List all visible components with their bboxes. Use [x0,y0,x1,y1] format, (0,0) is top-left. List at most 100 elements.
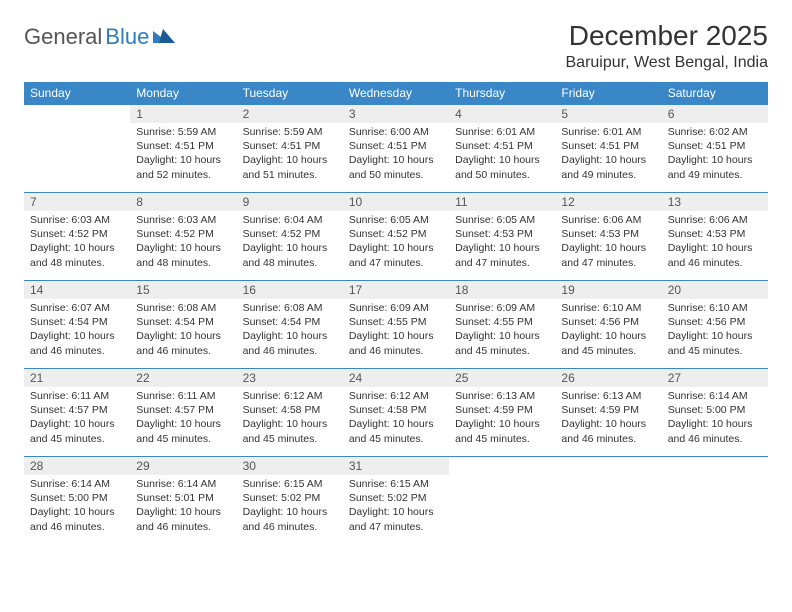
logo: General Blue [24,24,175,50]
calendar-cell: 23Sunrise: 6:12 AMSunset: 4:58 PMDayligh… [237,368,343,456]
calendar-cell: 18Sunrise: 6:09 AMSunset: 4:55 PMDayligh… [449,280,555,368]
sunset-text: Sunset: 4:53 PM [561,227,655,241]
day-number [555,456,661,475]
sunset-text: Sunset: 4:52 PM [349,227,443,241]
sunrise-text: Sunrise: 6:08 AM [243,301,337,315]
sunset-text: Sunset: 4:57 PM [136,403,230,417]
sunrise-text: Sunrise: 6:10 AM [561,301,655,315]
calendar-cell: 21Sunrise: 6:11 AMSunset: 4:57 PMDayligh… [24,368,130,456]
daylight-text: Daylight: 10 hours and 45 minutes. [243,417,337,445]
daylight-text: Daylight: 10 hours and 46 minutes. [561,417,655,445]
daylight-text: Daylight: 10 hours and 47 minutes. [349,241,443,269]
sunset-text: Sunset: 4:56 PM [668,315,762,329]
day-details [662,475,768,481]
calendar-cell: 15Sunrise: 6:08 AMSunset: 4:54 PMDayligh… [130,280,236,368]
calendar-cell: 14Sunrise: 6:07 AMSunset: 4:54 PMDayligh… [24,280,130,368]
calendar-week-row: 21Sunrise: 6:11 AMSunset: 4:57 PMDayligh… [24,368,768,456]
location-text: Baruipur, West Bengal, India [566,54,769,72]
day-details: Sunrise: 6:06 AMSunset: 4:53 PMDaylight:… [662,211,768,274]
sunrise-text: Sunrise: 6:11 AM [30,389,124,403]
day-header: Wednesday [343,82,449,104]
day-details: Sunrise: 6:14 AMSunset: 5:00 PMDaylight:… [24,475,130,538]
calendar-cell: 1Sunrise: 5:59 AMSunset: 4:51 PMDaylight… [130,104,236,192]
day-details: Sunrise: 6:02 AMSunset: 4:51 PMDaylight:… [662,123,768,186]
logo-text-blue: Blue [105,24,149,50]
sunset-text: Sunset: 4:51 PM [668,139,762,153]
daylight-text: Daylight: 10 hours and 48 minutes. [136,241,230,269]
sunrise-text: Sunrise: 6:01 AM [455,125,549,139]
sunrise-text: Sunrise: 5:59 AM [243,125,337,139]
day-details: Sunrise: 6:13 AMSunset: 4:59 PMDaylight:… [555,387,661,450]
daylight-text: Daylight: 10 hours and 46 minutes. [349,329,443,357]
header: General Blue December 2025 Baruipur, Wes… [24,20,768,72]
day-number: 22 [130,368,236,387]
day-number: 25 [449,368,555,387]
daylight-text: Daylight: 10 hours and 49 minutes. [561,153,655,181]
sunrise-text: Sunrise: 6:00 AM [349,125,443,139]
calendar-week-row: 28Sunrise: 6:14 AMSunset: 5:00 PMDayligh… [24,456,768,544]
day-header: Friday [555,82,661,104]
day-header: Sunday [24,82,130,104]
calendar-cell [555,456,661,544]
day-details: Sunrise: 6:03 AMSunset: 4:52 PMDaylight:… [24,211,130,274]
daylight-text: Daylight: 10 hours and 47 minutes. [455,241,549,269]
sunset-text: Sunset: 4:52 PM [136,227,230,241]
sunrise-text: Sunrise: 6:03 AM [136,213,230,227]
calendar-cell: 29Sunrise: 6:14 AMSunset: 5:01 PMDayligh… [130,456,236,544]
calendar-cell [662,456,768,544]
daylight-text: Daylight: 10 hours and 47 minutes. [349,505,443,533]
day-header: Thursday [449,82,555,104]
day-details: Sunrise: 6:11 AMSunset: 4:57 PMDaylight:… [130,387,236,450]
calendar-cell [24,104,130,192]
sunset-text: Sunset: 4:55 PM [455,315,549,329]
calendar-cell: 13Sunrise: 6:06 AMSunset: 4:53 PMDayligh… [662,192,768,280]
daylight-text: Daylight: 10 hours and 49 minutes. [668,153,762,181]
daylight-text: Daylight: 10 hours and 46 minutes. [136,505,230,533]
daylight-text: Daylight: 10 hours and 52 minutes. [136,153,230,181]
day-details: Sunrise: 6:10 AMSunset: 4:56 PMDaylight:… [662,299,768,362]
sunset-text: Sunset: 4:54 PM [136,315,230,329]
calendar-cell: 4Sunrise: 6:01 AMSunset: 4:51 PMDaylight… [449,104,555,192]
sunrise-text: Sunrise: 5:59 AM [136,125,230,139]
calendar-cell: 22Sunrise: 6:11 AMSunset: 4:57 PMDayligh… [130,368,236,456]
daylight-text: Daylight: 10 hours and 46 minutes. [243,505,337,533]
sunset-text: Sunset: 4:58 PM [243,403,337,417]
calendar-body: 1Sunrise: 5:59 AMSunset: 4:51 PMDaylight… [24,104,768,544]
daylight-text: Daylight: 10 hours and 48 minutes. [243,241,337,269]
calendar-cell: 11Sunrise: 6:05 AMSunset: 4:53 PMDayligh… [449,192,555,280]
day-details: Sunrise: 6:07 AMSunset: 4:54 PMDaylight:… [24,299,130,362]
daylight-text: Daylight: 10 hours and 46 minutes. [243,329,337,357]
daylight-text: Daylight: 10 hours and 45 minutes. [668,329,762,357]
logo-triangle-icon [153,27,175,48]
daylight-text: Daylight: 10 hours and 45 minutes. [561,329,655,357]
day-header: Saturday [662,82,768,104]
sunset-text: Sunset: 5:02 PM [349,491,443,505]
day-details: Sunrise: 6:04 AMSunset: 4:52 PMDaylight:… [237,211,343,274]
sunset-text: Sunset: 5:02 PM [243,491,337,505]
calendar-page: General Blue December 2025 Baruipur, Wes… [0,0,792,564]
sunrise-text: Sunrise: 6:13 AM [561,389,655,403]
day-details: Sunrise: 6:09 AMSunset: 4:55 PMDaylight:… [449,299,555,362]
daylight-text: Daylight: 10 hours and 50 minutes. [349,153,443,181]
daylight-text: Daylight: 10 hours and 46 minutes. [30,329,124,357]
day-details: Sunrise: 6:09 AMSunset: 4:55 PMDaylight:… [343,299,449,362]
day-number: 4 [449,104,555,123]
day-number: 6 [662,104,768,123]
day-number: 19 [555,280,661,299]
calendar-cell: 27Sunrise: 6:14 AMSunset: 5:00 PMDayligh… [662,368,768,456]
sunrise-text: Sunrise: 6:14 AM [136,477,230,491]
day-number [662,456,768,475]
sunrise-text: Sunrise: 6:08 AM [136,301,230,315]
sunset-text: Sunset: 4:57 PM [30,403,124,417]
sunrise-text: Sunrise: 6:15 AM [349,477,443,491]
calendar-cell: 30Sunrise: 6:15 AMSunset: 5:02 PMDayligh… [237,456,343,544]
calendar-cell: 25Sunrise: 6:13 AMSunset: 4:59 PMDayligh… [449,368,555,456]
day-number: 1 [130,104,236,123]
day-details: Sunrise: 6:05 AMSunset: 4:52 PMDaylight:… [343,211,449,274]
day-number: 9 [237,192,343,211]
day-details: Sunrise: 6:15 AMSunset: 5:02 PMDaylight:… [343,475,449,538]
day-number: 28 [24,456,130,475]
day-number: 5 [555,104,661,123]
sunset-text: Sunset: 5:01 PM [136,491,230,505]
day-details: Sunrise: 6:01 AMSunset: 4:51 PMDaylight:… [555,123,661,186]
